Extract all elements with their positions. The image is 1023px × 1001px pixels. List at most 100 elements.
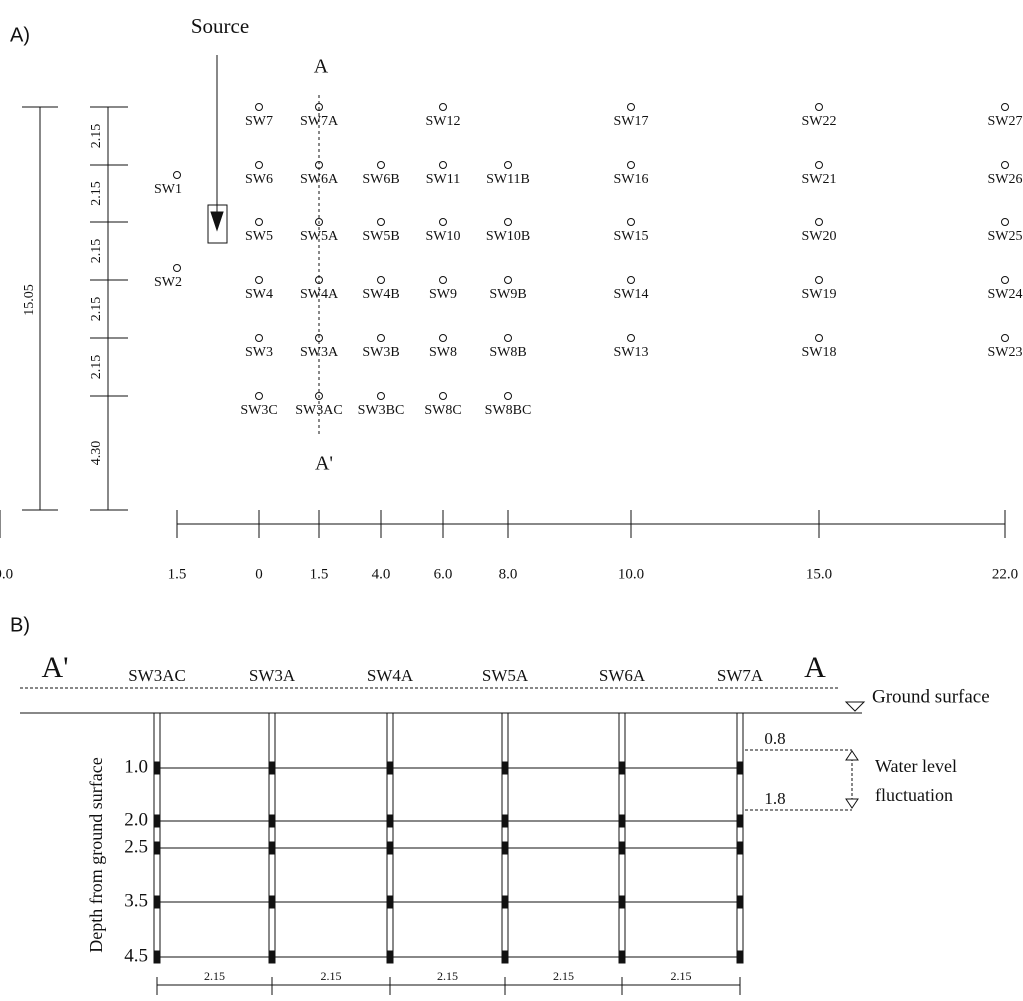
well-label: SW10 [426, 229, 461, 244]
well-screen [268, 950, 276, 964]
well-label: SW22 [802, 114, 837, 129]
spacing-label: 2.15 [671, 969, 692, 983]
well-screen [268, 761, 276, 775]
well-label: SW3AC [128, 666, 186, 685]
well-marker [504, 334, 512, 342]
well-label: SW2 [154, 275, 182, 290]
well-marker [315, 276, 323, 284]
well-screen [736, 841, 744, 855]
well-screen [153, 761, 161, 775]
well-label: SW9B [489, 287, 526, 302]
well-marker [315, 334, 323, 342]
well-label: SW20 [802, 229, 837, 244]
well-screen [501, 761, 509, 775]
well-label: SW18 [802, 345, 837, 360]
well-screen [501, 950, 509, 964]
well-label: SW7A [300, 114, 339, 129]
well-label: SW21 [802, 172, 837, 187]
well-label: SW4B [362, 287, 399, 302]
well-marker [377, 334, 385, 342]
axis-label: 8.0 [499, 566, 518, 582]
well-label: SW6A [300, 172, 339, 187]
well-marker [439, 276, 447, 284]
axis-label: 0 [255, 566, 263, 582]
well-label: SW8BC [485, 403, 532, 418]
ground-surface-label: Ground surface [872, 686, 990, 707]
depth-label: 3.5 [124, 890, 148, 911]
spacing-label: 2.15 [437, 969, 458, 983]
panel-label: A) [10, 24, 30, 46]
well-screen [618, 841, 626, 855]
well-screen [153, 895, 161, 909]
section-start: A [314, 56, 329, 78]
well-label: SW14 [614, 287, 649, 302]
well-label: SW10B [486, 229, 530, 244]
well-marker [377, 276, 385, 284]
spacing-label: 4.30 [89, 441, 104, 466]
total-length: 15.05 [22, 284, 37, 316]
well-marker [504, 276, 512, 284]
spacing-label: 2.15 [89, 355, 104, 380]
well-screen [268, 895, 276, 909]
well-marker [255, 103, 263, 111]
well-label: SW3AC [295, 403, 342, 418]
well-label: SW11B [486, 172, 530, 187]
well-label: SW4A [367, 666, 414, 685]
well-casing [386, 712, 394, 964]
well-label: SW6 [245, 172, 273, 187]
section-start: A' [41, 651, 68, 684]
well-marker [1001, 218, 1009, 226]
well-marker [377, 218, 385, 226]
well-screen [501, 895, 509, 909]
well-marker [627, 103, 635, 111]
well-label: SW4 [245, 287, 273, 302]
well-marker [255, 276, 263, 284]
well-screen [736, 814, 744, 828]
well-marker [315, 218, 323, 226]
well-screen [386, 761, 394, 775]
depth-label: 4.5 [124, 945, 148, 966]
well-marker [815, 334, 823, 342]
well-marker [1001, 161, 1009, 169]
well-marker [439, 334, 447, 342]
axis-label: 29.0 [0, 566, 13, 582]
well-screen [153, 841, 161, 855]
well-casing [153, 712, 161, 964]
well-marker [1001, 103, 1009, 111]
well-label: SW3B [362, 345, 399, 360]
well-marker [1001, 334, 1009, 342]
spacing-label: 2.15 [553, 969, 574, 983]
spacing-label: 2.15 [89, 181, 104, 206]
well-label: SW5 [245, 229, 273, 244]
well-marker [439, 218, 447, 226]
well-marker [255, 218, 263, 226]
well-label: SW3 [245, 345, 273, 360]
well-screen [268, 814, 276, 828]
well-label: SW5A [300, 229, 339, 244]
water-level-bottom: 1.8 [764, 789, 785, 808]
well-label: SW5B [362, 229, 399, 244]
well-label: SW7A [717, 666, 764, 685]
well-screen [618, 950, 626, 964]
well-marker [255, 161, 263, 169]
well-casing [736, 712, 744, 964]
well-label: SW13 [614, 345, 649, 360]
well-label: SW24 [988, 287, 1023, 302]
well-label: SW17 [614, 114, 649, 129]
well-screen [501, 814, 509, 828]
well-screen [618, 761, 626, 775]
well-label: SW8 [429, 345, 457, 360]
well-label: SW4A [300, 287, 339, 302]
well-marker [815, 161, 823, 169]
well-marker [504, 161, 512, 169]
water-marker [845, 798, 859, 809]
spacing-label: 2.15 [89, 297, 104, 322]
axis-label: 22.0 [992, 566, 1018, 582]
well-marker [255, 334, 263, 342]
arrow-head [210, 211, 224, 232]
panel-label: B) [10, 614, 30, 636]
well-label: SW7 [245, 114, 273, 129]
axis-label: 4.0 [372, 566, 391, 582]
water-level-top: 0.8 [764, 729, 785, 748]
well-casing [618, 712, 626, 964]
